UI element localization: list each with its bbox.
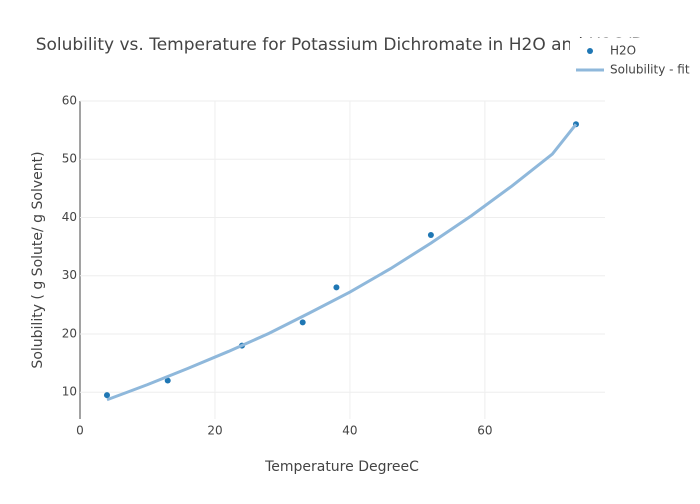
y-tick-label: 60 bbox=[62, 94, 77, 108]
x-tick-label: 20 bbox=[207, 424, 222, 438]
legend-box bbox=[570, 38, 700, 82]
y-tick-label: 10 bbox=[62, 385, 77, 399]
legend-label: H2O bbox=[610, 44, 636, 58]
x-tick-label: 60 bbox=[477, 424, 492, 438]
y-axis-title: Solubility ( g Solute/ g Solvent) bbox=[30, 151, 46, 368]
y-tick-label: 30 bbox=[62, 268, 77, 282]
data-point bbox=[103, 392, 110, 399]
data-point bbox=[164, 377, 171, 384]
x-axis-title: Temperature DegreeC bbox=[264, 459, 419, 475]
x-tick-label: 0 bbox=[76, 424, 84, 438]
legend-swatch bbox=[587, 48, 593, 54]
x-tick-label: 40 bbox=[342, 424, 357, 438]
data-point bbox=[333, 284, 340, 291]
legend-label: Solubility - fit bbox=[610, 63, 690, 77]
y-tick-label: 20 bbox=[62, 326, 77, 340]
y-tick-label: 40 bbox=[62, 210, 77, 224]
chart-title: Solubility vs. Temperature for Potassium… bbox=[36, 35, 645, 55]
data-point bbox=[427, 231, 434, 238]
fit-line bbox=[106, 123, 578, 402]
y-tick-label: 50 bbox=[62, 152, 77, 166]
data-point bbox=[299, 319, 306, 326]
